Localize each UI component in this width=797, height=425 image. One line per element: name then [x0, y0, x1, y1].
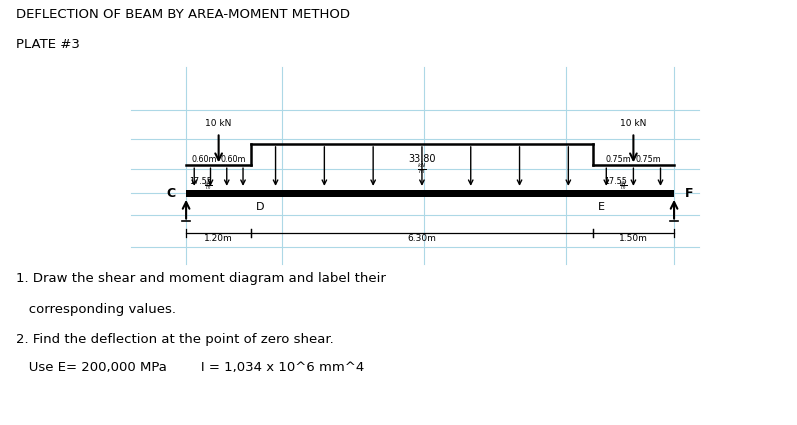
Text: PLATE #3: PLATE #3	[16, 38, 80, 51]
Text: $\frac{kN}{m}$: $\frac{kN}{m}$	[418, 161, 426, 176]
Text: 1.20m: 1.20m	[204, 234, 233, 243]
Text: F: F	[685, 187, 693, 200]
Text: 0.60m: 0.60m	[221, 155, 246, 164]
Bar	[186, 190, 674, 197]
Text: 10 kN: 10 kN	[206, 119, 232, 128]
Text: 10 kN: 10 kN	[620, 119, 646, 128]
Text: 17.55: 17.55	[190, 177, 213, 186]
Text: DEFLECTION OF BEAM BY AREA-MOMENT METHOD: DEFLECTION OF BEAM BY AREA-MOMENT METHOD	[16, 8, 350, 22]
Text: 6.30m: 6.30m	[407, 234, 437, 243]
Text: 2. Find the deflection at the point of zero shear.: 2. Find the deflection at the point of z…	[16, 333, 334, 346]
Text: 0.60m: 0.60m	[191, 155, 217, 164]
Text: Use E= 200,000 MPa        I = 1,034 x 10^6 mm^4: Use E= 200,000 MPa I = 1,034 x 10^6 mm^4	[16, 361, 364, 374]
Text: $\frac{kN}{m}$: $\frac{kN}{m}$	[619, 180, 627, 193]
Text: 1. Draw the shear and moment diagram and label their: 1. Draw the shear and moment diagram and…	[16, 272, 386, 285]
Text: E: E	[598, 202, 605, 212]
Text: 17.55: 17.55	[604, 177, 627, 186]
Text: D: D	[256, 202, 265, 212]
Text: 1.50m: 1.50m	[619, 234, 648, 243]
Text: $\frac{kN}{m}$: $\frac{kN}{m}$	[204, 180, 213, 193]
Text: corresponding values.: corresponding values.	[16, 303, 176, 316]
Text: 0.75m: 0.75m	[635, 155, 661, 164]
Text: 0.75m: 0.75m	[606, 155, 631, 164]
Text: 33.80: 33.80	[408, 154, 436, 164]
Text: C: C	[166, 187, 175, 200]
